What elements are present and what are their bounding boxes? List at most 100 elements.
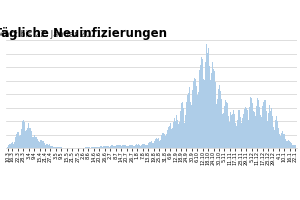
Bar xyxy=(115,146,116,148)
Bar xyxy=(150,142,151,148)
Bar xyxy=(126,146,127,148)
Bar xyxy=(30,128,31,148)
Bar xyxy=(60,147,61,148)
Bar xyxy=(276,116,277,148)
Bar xyxy=(48,145,49,148)
Bar xyxy=(262,106,263,148)
Bar xyxy=(249,107,250,148)
Bar xyxy=(245,107,246,148)
Bar xyxy=(155,139,156,148)
Bar xyxy=(39,142,40,148)
Bar xyxy=(51,146,52,148)
Bar xyxy=(256,106,257,148)
Bar xyxy=(247,110,248,148)
Bar xyxy=(205,62,206,148)
Bar xyxy=(194,78,195,148)
Bar xyxy=(85,147,86,148)
Bar xyxy=(220,91,221,148)
Bar xyxy=(103,146,104,148)
Bar xyxy=(146,145,147,148)
Bar xyxy=(113,146,114,148)
Bar xyxy=(277,121,278,148)
Bar xyxy=(25,127,26,148)
Bar xyxy=(268,113,269,148)
Bar xyxy=(242,118,243,148)
Bar xyxy=(24,122,25,148)
Bar xyxy=(189,87,190,148)
Bar xyxy=(162,133,163,148)
Bar xyxy=(28,123,29,148)
Bar xyxy=(149,142,150,148)
Bar xyxy=(140,146,141,148)
Bar xyxy=(119,145,120,148)
Bar xyxy=(96,147,97,148)
Bar xyxy=(101,146,102,148)
Bar xyxy=(87,147,88,148)
Bar xyxy=(110,146,111,148)
Bar xyxy=(217,99,218,148)
Bar xyxy=(144,144,145,148)
Bar xyxy=(193,81,194,148)
Bar xyxy=(219,83,220,148)
Bar xyxy=(59,147,60,148)
Bar xyxy=(98,147,99,148)
Bar xyxy=(185,115,186,148)
Bar xyxy=(161,135,162,148)
Bar xyxy=(197,95,198,148)
Bar xyxy=(52,146,53,148)
Bar xyxy=(257,98,258,148)
Bar xyxy=(195,79,196,148)
Bar xyxy=(192,90,193,148)
Bar xyxy=(167,130,168,148)
Bar xyxy=(168,127,169,148)
Bar xyxy=(139,145,140,148)
Bar xyxy=(176,115,177,148)
Bar xyxy=(237,120,238,148)
Bar xyxy=(251,98,252,148)
Bar xyxy=(239,110,240,148)
Bar xyxy=(258,91,259,148)
Bar xyxy=(100,146,101,148)
Bar xyxy=(226,102,227,148)
Bar xyxy=(163,133,164,148)
Bar xyxy=(196,86,197,148)
Bar xyxy=(92,147,93,148)
Bar xyxy=(254,112,255,148)
Bar xyxy=(41,140,42,148)
Bar xyxy=(288,140,289,148)
Bar xyxy=(170,127,171,148)
Bar xyxy=(218,89,219,148)
Bar xyxy=(223,113,224,148)
Bar xyxy=(160,140,161,148)
Bar xyxy=(231,115,232,148)
Bar xyxy=(95,147,96,148)
Bar xyxy=(190,102,191,148)
Bar xyxy=(291,143,292,148)
Bar xyxy=(91,147,92,148)
Bar xyxy=(151,141,152,148)
Bar xyxy=(143,144,144,148)
Bar xyxy=(12,142,13,148)
Bar xyxy=(94,147,95,148)
Bar xyxy=(42,141,43,148)
Bar xyxy=(46,144,47,148)
Bar xyxy=(211,73,212,148)
Bar xyxy=(210,80,211,148)
Bar xyxy=(180,111,181,148)
Bar xyxy=(102,147,103,148)
Bar xyxy=(27,128,28,148)
Bar xyxy=(252,103,253,148)
Bar xyxy=(173,122,174,148)
Bar xyxy=(9,144,10,148)
Bar xyxy=(34,134,35,148)
Bar xyxy=(259,100,260,148)
Bar xyxy=(208,66,209,148)
Bar xyxy=(235,123,236,148)
Bar xyxy=(240,117,241,148)
Bar xyxy=(16,134,17,148)
Bar xyxy=(281,133,282,148)
Bar xyxy=(50,146,51,148)
Bar xyxy=(261,117,262,148)
Bar xyxy=(283,134,284,148)
Bar xyxy=(284,134,285,148)
